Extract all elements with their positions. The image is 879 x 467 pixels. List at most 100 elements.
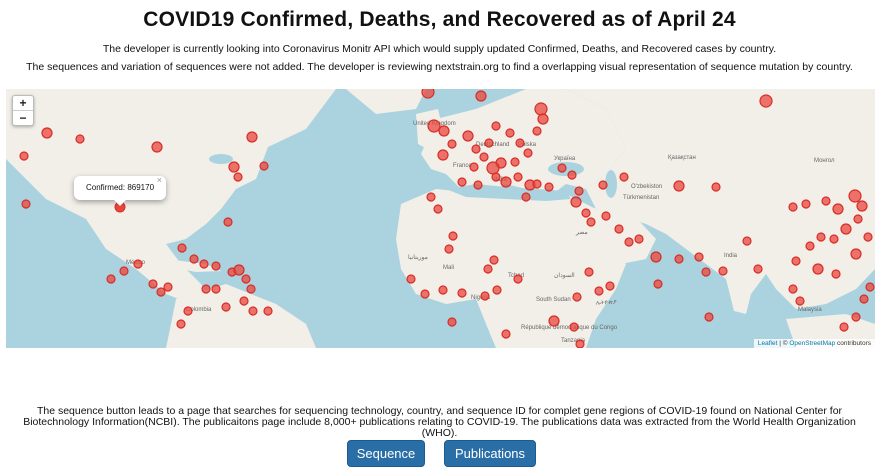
case-marker[interactable] — [694, 252, 704, 262]
case-marker[interactable] — [581, 208, 591, 218]
zoom-out-button[interactable]: − — [19, 111, 27, 125]
case-marker[interactable] — [532, 126, 542, 136]
case-marker[interactable] — [469, 162, 479, 172]
case-marker[interactable] — [598, 180, 608, 190]
case-marker[interactable] — [634, 234, 644, 244]
case-marker[interactable] — [177, 243, 187, 253]
case-marker[interactable] — [421, 89, 435, 99]
case-marker[interactable] — [75, 134, 85, 144]
case-marker[interactable] — [437, 149, 449, 161]
case-marker[interactable] — [801, 199, 811, 209]
case-marker[interactable] — [594, 286, 604, 296]
case-marker[interactable] — [163, 282, 173, 292]
case-marker[interactable] — [534, 102, 548, 116]
case-marker[interactable] — [484, 138, 494, 148]
case-marker[interactable] — [475, 90, 487, 102]
case-marker[interactable] — [444, 244, 454, 254]
case-marker[interactable] — [753, 264, 763, 274]
case-marker[interactable] — [848, 189, 862, 203]
case-marker[interactable] — [569, 322, 579, 332]
case-marker[interactable] — [865, 282, 875, 292]
case-marker[interactable] — [821, 196, 831, 206]
case-marker[interactable] — [119, 266, 129, 276]
publications-button[interactable]: Publications — [444, 440, 536, 467]
case-marker[interactable] — [570, 196, 582, 208]
case-marker[interactable] — [614, 224, 624, 234]
case-marker[interactable] — [479, 152, 489, 162]
case-marker[interactable] — [839, 322, 849, 332]
case-marker[interactable] — [523, 148, 533, 158]
case-marker[interactable] — [574, 186, 584, 196]
case-marker[interactable] — [151, 141, 163, 153]
case-marker[interactable] — [448, 231, 458, 241]
case-marker[interactable] — [183, 306, 193, 316]
case-marker[interactable] — [505, 128, 515, 138]
leaflet-link[interactable]: Leaflet — [757, 340, 778, 347]
case-marker[interactable] — [406, 274, 416, 284]
case-marker[interactable] — [427, 119, 441, 133]
case-marker[interactable] — [462, 130, 474, 142]
case-marker[interactable] — [259, 161, 269, 171]
case-marker[interactable] — [557, 163, 567, 173]
case-marker[interactable] — [199, 259, 209, 269]
case-marker[interactable] — [263, 306, 273, 316]
case-marker[interactable] — [221, 302, 231, 312]
case-marker[interactable] — [500, 176, 512, 188]
openstreetmap-link[interactable]: OpenStreetMap — [789, 340, 836, 347]
case-marker[interactable] — [246, 284, 256, 294]
case-marker[interactable] — [491, 172, 501, 182]
case-marker[interactable] — [572, 292, 582, 302]
case-marker[interactable] — [619, 172, 629, 182]
case-marker[interactable] — [701, 267, 711, 277]
case-marker[interactable] — [673, 180, 685, 192]
case-marker[interactable] — [544, 182, 554, 192]
case-marker[interactable] — [473, 180, 483, 190]
case-marker[interactable] — [812, 263, 824, 275]
case-marker[interactable] — [851, 312, 861, 322]
case-marker[interactable] — [457, 177, 467, 187]
case-marker[interactable] — [605, 281, 615, 291]
case-marker[interactable] — [513, 172, 523, 182]
case-marker[interactable] — [447, 317, 457, 327]
case-marker[interactable] — [704, 312, 714, 322]
case-marker[interactable] — [492, 285, 502, 295]
case-marker[interactable] — [805, 241, 815, 251]
case-marker[interactable] — [791, 256, 801, 266]
case-marker[interactable] — [133, 259, 143, 269]
zoom-in-button[interactable]: + — [13, 96, 33, 111]
case-marker[interactable] — [156, 287, 166, 297]
case-marker[interactable] — [433, 204, 443, 214]
case-marker[interactable] — [480, 291, 490, 301]
case-marker[interactable] — [486, 161, 500, 175]
case-marker[interactable] — [489, 255, 499, 265]
case-marker[interactable] — [863, 232, 873, 242]
case-marker[interactable] — [795, 296, 805, 306]
case-marker[interactable] — [248, 306, 258, 316]
case-marker[interactable] — [201, 284, 211, 294]
case-marker[interactable] — [521, 192, 531, 202]
case-marker[interactable] — [211, 284, 221, 294]
case-marker[interactable] — [832, 203, 844, 215]
case-marker[interactable] — [19, 151, 29, 161]
case-marker[interactable] — [420, 289, 430, 299]
case-marker[interactable] — [567, 170, 577, 180]
case-marker[interactable] — [483, 264, 493, 274]
case-marker[interactable] — [788, 202, 798, 212]
case-marker[interactable] — [831, 269, 841, 279]
case-marker[interactable] — [759, 94, 773, 108]
case-marker[interactable] — [853, 214, 863, 224]
case-marker[interactable] — [239, 296, 249, 306]
case-marker[interactable] — [624, 237, 634, 247]
case-marker[interactable] — [601, 211, 611, 221]
case-marker[interactable] — [829, 234, 839, 244]
case-marker[interactable] — [233, 172, 243, 182]
case-marker[interactable] — [788, 284, 798, 294]
case-marker[interactable] — [457, 288, 467, 298]
case-marker[interactable] — [575, 339, 585, 348]
case-marker[interactable] — [653, 279, 663, 289]
case-marker[interactable] — [447, 139, 457, 149]
sequence-button[interactable]: Sequence — [347, 440, 425, 467]
case-marker[interactable] — [537, 113, 549, 125]
case-marker[interactable] — [246, 131, 258, 143]
case-marker[interactable] — [650, 251, 662, 263]
